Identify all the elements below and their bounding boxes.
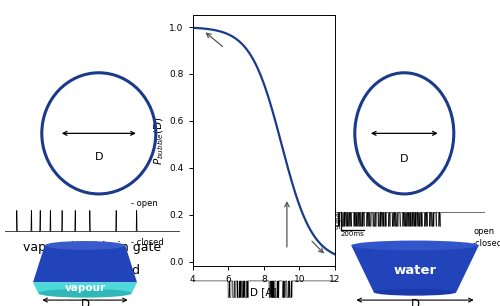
Ellipse shape (351, 241, 479, 250)
Text: D: D (410, 298, 420, 306)
Polygon shape (33, 282, 137, 293)
Text: channel closed: channel closed (46, 263, 140, 277)
Ellipse shape (38, 289, 132, 298)
Text: D: D (80, 298, 90, 306)
Text: vapour bubble in gate: vapour bubble in gate (24, 241, 162, 254)
Text: D: D (94, 151, 103, 162)
Polygon shape (351, 245, 479, 292)
Y-axis label: $P_{bubble}$(D): $P_{bubble}$(D) (152, 117, 166, 165)
Text: 200ms: 200ms (340, 231, 364, 237)
Text: - closed: - closed (131, 238, 164, 247)
Text: vapour: vapour (64, 283, 106, 293)
Ellipse shape (374, 289, 456, 296)
Text: water in gate: water in gate (373, 241, 457, 254)
Text: 90pA: 90pA (335, 211, 341, 229)
Polygon shape (33, 245, 137, 282)
Text: - open: - open (131, 199, 158, 208)
Text: -closed: -closed (473, 240, 500, 248)
Text: D: D (400, 154, 408, 163)
X-axis label: D [A]: D [A] (250, 287, 277, 297)
Text: channel open: channel open (372, 263, 458, 277)
Text: open: open (473, 227, 494, 236)
Text: water: water (394, 263, 436, 277)
Ellipse shape (44, 241, 126, 250)
